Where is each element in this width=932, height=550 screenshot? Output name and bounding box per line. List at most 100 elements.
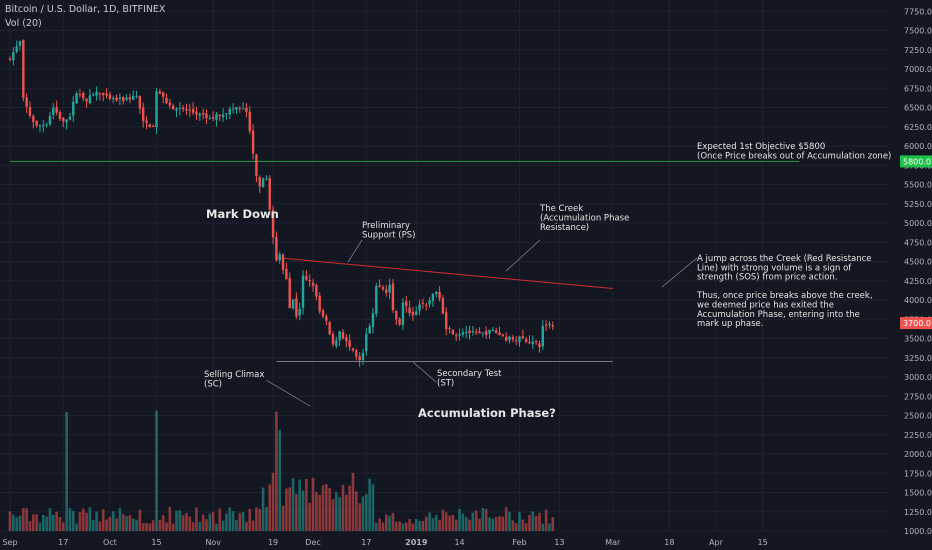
candle (148, 123, 152, 128)
time-tick-label: 2019 (405, 538, 428, 547)
volume-bar (42, 514, 45, 531)
time-tick-label: 18 (664, 538, 674, 547)
price-tick-label: 4250.0 (904, 277, 932, 286)
price-tick-label: 1250.0 (904, 508, 932, 517)
candle-body (65, 119, 68, 123)
price-axis[interactable]: 1000.0 1250.0 1500.0 1750.0 2000.0 2250.0 2500… (900, 7, 932, 536)
candle (128, 93, 132, 104)
volume-bar (448, 515, 451, 531)
candle-body (431, 294, 435, 302)
volume-bar (145, 523, 148, 531)
volume-bar (541, 523, 545, 531)
candle-body (484, 331, 488, 335)
candle-body (415, 311, 418, 315)
volume-bar (15, 517, 18, 531)
candle-body (25, 97, 28, 107)
candle-body (401, 302, 405, 325)
candle-body (534, 341, 538, 343)
candle-body (188, 109, 192, 111)
candle (534, 340, 538, 345)
volume-bar (271, 472, 275, 531)
candle (285, 262, 288, 280)
volume-bar (381, 522, 385, 531)
volume-bar (258, 508, 262, 531)
volume-bar (131, 518, 135, 531)
volume-bar (91, 520, 95, 531)
candle (161, 91, 165, 104)
volume-bar (514, 523, 518, 531)
candle-body (82, 92, 85, 99)
candle-body (541, 326, 544, 347)
candle-body (112, 98, 115, 100)
volume-bar (235, 519, 238, 531)
volume-bar (451, 514, 455, 531)
candle (155, 88, 158, 134)
candle (415, 306, 418, 316)
candle (65, 118, 68, 130)
candle (298, 302, 301, 321)
candle (291, 299, 295, 310)
time-tick-label: 19 (268, 538, 278, 547)
candle (145, 115, 148, 130)
candle-body (125, 97, 128, 100)
candle (385, 285, 388, 297)
candle-body (321, 310, 325, 317)
price-tick-label: 3000.0 (904, 373, 932, 382)
volume-bar (524, 523, 528, 531)
candle-body (268, 178, 271, 210)
candle (521, 329, 525, 340)
candle (132, 90, 135, 101)
price-tick-label: 5000.0 (904, 219, 932, 228)
candle (421, 298, 425, 309)
candle (341, 329, 345, 340)
volume-bar (355, 491, 358, 531)
volume-bar (501, 516, 505, 531)
volume-bar (211, 512, 215, 531)
candle-body (255, 154, 258, 176)
candle (348, 334, 351, 351)
candle (295, 292, 298, 319)
volume-bar (245, 521, 248, 531)
volume-bar (441, 509, 445, 531)
time-axis[interactable]: Sep 17 Oct 15 Nov 19 Dec 17 2019 14 Feb 13 Mar 18 Apr 1… (2, 538, 767, 547)
candle-body (405, 301, 408, 307)
candle (494, 327, 498, 334)
volume-bar (51, 514, 55, 531)
volume-bar (458, 509, 461, 531)
candle-body (498, 332, 501, 336)
candle-body (151, 125, 155, 127)
volume-bar (488, 517, 491, 531)
candle-body (208, 118, 211, 120)
last-price-badge: 3700.0 (900, 317, 932, 330)
candle (438, 286, 441, 302)
candle (328, 320, 331, 336)
volume-bar (118, 508, 122, 531)
label-objective: Expected 1st Objective $5800 (697, 142, 825, 152)
volume-bar (175, 510, 178, 531)
candle (365, 327, 368, 357)
candle-body (175, 108, 178, 111)
candle (45, 122, 48, 128)
volume-bar (388, 515, 391, 531)
candle-body (62, 117, 65, 122)
volume-bar (105, 519, 108, 531)
label-selling-climax: (SC) (204, 380, 222, 390)
candle-body (132, 95, 135, 100)
candle (541, 320, 544, 350)
candle (491, 327, 495, 332)
candle (435, 291, 438, 298)
price-tick-label: 6250.0 (904, 123, 932, 132)
volume-bar (85, 512, 88, 531)
candle (368, 323, 371, 334)
candle (261, 177, 265, 188)
candle (55, 100, 58, 116)
creek-line (276, 257, 613, 289)
candle-body (218, 114, 221, 117)
candle-body (228, 108, 231, 115)
price-tick-label: 7250.0 (904, 46, 932, 55)
candle (508, 335, 511, 344)
candle-body (15, 46, 18, 52)
price-tick-label: 6500.0 (904, 104, 932, 113)
volume-bar (298, 479, 302, 531)
